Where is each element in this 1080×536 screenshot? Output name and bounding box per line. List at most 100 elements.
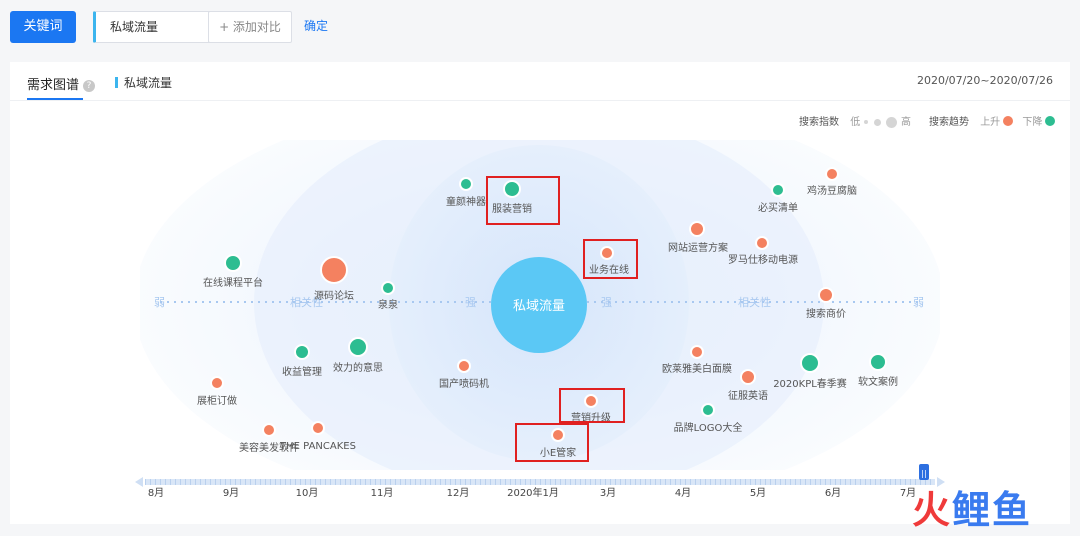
node-label: 童颜神器 <box>446 195 486 208</box>
node-label: 效力的意思 <box>333 361 383 374</box>
node-label: 鸡汤豆腐脑 <box>807 184 857 197</box>
node-bubble[interactable] <box>210 376 224 390</box>
node-label: 收益管理 <box>282 365 322 378</box>
timeline-month-label: 3月 <box>600 487 616 499</box>
timeline-month-label: 10月 <box>296 487 319 499</box>
legend-down-label: 下降 <box>1022 117 1043 128</box>
node-bubble[interactable] <box>869 353 887 371</box>
timeline-months: 8月 9月 10月 11月 12月 2020年1月 3月 4月 5月 6月 7月 <box>148 486 916 499</box>
node-19[interactable]: 营销升级 <box>559 388 625 424</box>
node-10[interactable]: 搜索商价 <box>806 287 846 320</box>
timeline-month-label: 8月 <box>148 487 164 499</box>
node-bubble[interactable] <box>689 221 705 237</box>
node-14[interactable]: 欧莱雅美白面膜 <box>662 345 732 375</box>
help-icon[interactable]: ? <box>83 80 96 92</box>
node-11[interactable]: 收益管理 <box>282 344 322 378</box>
node-15[interactable]: 2020KPL春季赛 <box>773 353 847 390</box>
node-bubble[interactable] <box>690 345 704 359</box>
node-bubble[interactable] <box>311 421 325 435</box>
axis-weak-left: 弱 <box>154 296 165 309</box>
node-9[interactable]: 泉泉 <box>378 281 398 311</box>
timeline-month-label: 5月 <box>750 487 766 499</box>
timeline-month-label: 12月 <box>447 487 470 499</box>
node-bubble[interactable] <box>294 344 310 360</box>
node-4[interactable]: 必买清单 <box>758 183 798 214</box>
node-16[interactable]: 软文案例 <box>858 353 898 388</box>
node-bubble[interactable] <box>503 180 521 198</box>
node-bubble[interactable] <box>701 403 715 417</box>
node-6[interactable]: 罗马仕移动电源 <box>728 236 798 266</box>
timeline-month-label: 4月 <box>675 487 691 499</box>
watermark-part3: 鱼 <box>992 488 1033 532</box>
tab-demand-graph-label: 需求图谱 <box>27 78 80 93</box>
add-compare-button[interactable]: + 添加对比 <box>208 11 292 43</box>
node-bubble[interactable] <box>818 287 834 303</box>
node-label: THE PANCAKES <box>279 441 356 452</box>
toolbar: 关键词 私域流量 + 添加对比 确定 <box>0 0 1080 56</box>
node-2[interactable]: 业务在线 <box>583 239 638 279</box>
node-18[interactable]: 征服英语 <box>728 369 768 402</box>
legend-low-label: 低 <box>850 117 861 128</box>
node-label: 品牌LOGO大全 <box>674 421 743 434</box>
axis-strong-right: 强 <box>601 296 612 309</box>
node-bubble[interactable] <box>262 423 276 437</box>
timeline-month-label: 2020年1月 <box>507 486 559 499</box>
timeline-handle-grip-icon: || <box>921 469 926 478</box>
date-range: 2020/07/20~2020/07/26 <box>916 74 1053 87</box>
node-8[interactable]: 源码论坛 <box>314 256 354 302</box>
node-label: 营销升级 <box>571 411 611 424</box>
highlight-box <box>559 388 625 423</box>
node-bubble[interactable] <box>584 394 598 408</box>
node-bubble[interactable] <box>755 236 769 250</box>
up-dot-icon <box>1003 116 1014 126</box>
search-trend-legend: 搜索趋势 上升 下降 <box>929 113 1056 128</box>
node-bubble[interactable] <box>551 428 565 442</box>
node-bubble[interactable] <box>224 254 242 272</box>
node-label: 欧莱雅美白面膜 <box>662 362 732 375</box>
node-bubble[interactable] <box>600 246 614 260</box>
node-17[interactable]: 展柜订做 <box>197 376 237 407</box>
timeline-month-label: 9月 <box>223 487 239 499</box>
node-22[interactable]: THE PANCAKES <box>279 421 356 452</box>
node-13[interactable]: 国产喷码机 <box>439 359 489 390</box>
node-label: 征服英语 <box>728 389 768 402</box>
node-21[interactable]: 美容美发软件 <box>239 423 299 454</box>
node-20[interactable]: 品牌LOGO大全 <box>674 403 743 434</box>
node-bubble[interactable] <box>320 256 348 284</box>
node-bubble[interactable] <box>825 167 839 181</box>
node-bubble[interactable] <box>740 369 756 385</box>
center-keyword-bubble[interactable] <box>491 257 587 353</box>
highlight-box <box>486 176 560 225</box>
axis-relevance-right: 相关性 <box>738 295 771 309</box>
keyword-color-bar <box>115 77 118 88</box>
keyword-input[interactable]: 私域流量 <box>93 11 211 43</box>
size-dot-medium-icon <box>873 118 881 126</box>
node-5[interactable]: 网站运营方案 <box>668 221 728 254</box>
node-label: 业务在线 <box>589 263 629 276</box>
size-dot-large-icon <box>885 116 897 128</box>
timeline-right-arrow-icon[interactable] <box>937 477 945 487</box>
legend-high-label: 高 <box>900 117 911 128</box>
tab-demand-graph[interactable]: 需求图谱? <box>27 74 96 93</box>
timeline-left-arrow-icon[interactable] <box>135 477 143 487</box>
node-label: 软文案例 <box>858 375 898 388</box>
timeline-handle[interactable] <box>919 464 929 480</box>
node-bubble[interactable] <box>459 177 473 191</box>
node-3[interactable]: 鸡汤豆腐脑 <box>807 167 857 197</box>
node-bubble[interactable] <box>457 359 471 373</box>
axis-strong-left: 强 <box>465 296 476 309</box>
confirm-link[interactable]: 确定 <box>304 19 329 33</box>
node-1[interactable]: 服装营销 <box>486 176 560 225</box>
size-dot-small-icon <box>864 120 869 124</box>
node-23[interactable]: 小E管家 <box>515 423 589 462</box>
node-bubble[interactable] <box>800 353 820 373</box>
keyword-button[interactable]: 关键词 <box>10 11 76 43</box>
node-bubble[interactable] <box>348 337 368 357</box>
node-bubble[interactable] <box>381 281 395 295</box>
node-0[interactable]: 童颜神器 <box>446 177 486 208</box>
node-7[interactable]: 在线课程平台 <box>203 254 263 289</box>
node-bubble[interactable] <box>771 183 785 197</box>
node-12[interactable]: 效力的意思 <box>333 337 383 374</box>
tab-keyword[interactable]: 私域流量 <box>115 74 172 91</box>
node-label: 搜索商价 <box>806 307 846 320</box>
